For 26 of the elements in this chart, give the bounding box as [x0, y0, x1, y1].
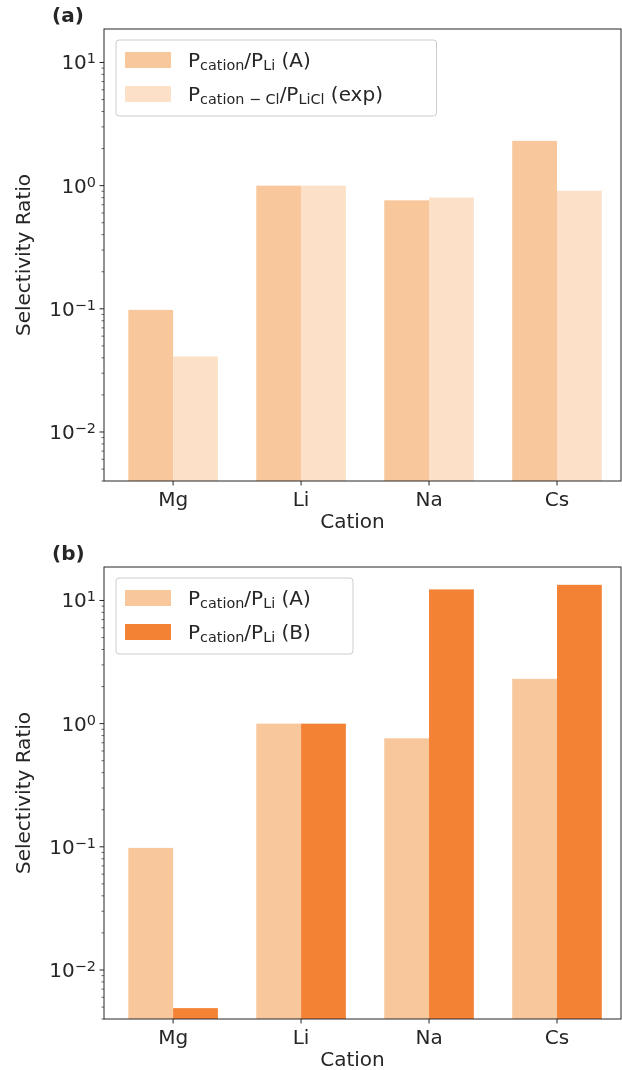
chart-title: (a): [52, 3, 84, 27]
y-tick-label: 10$^{0}$: [61, 173, 96, 198]
y-axis-title: Selectivity Ratio: [11, 711, 35, 875]
x-tick-label: Na: [415, 1025, 443, 1049]
x-tick-label: Mg: [158, 487, 189, 511]
x-tick-label: Cs: [544, 487, 570, 511]
x-tick-label: Li: [292, 1025, 310, 1049]
x-tick-label: Li: [292, 487, 310, 511]
y-tick-label: 10$^{−1}$: [49, 834, 96, 859]
legend-label: P$_{cation}$/P$_{Li}$ (B): [188, 620, 311, 646]
x-tick-label: Na: [415, 487, 443, 511]
chart-title: (b): [52, 541, 85, 565]
y-tick-label: 10$^{−2}$: [49, 419, 96, 444]
x-axis-title: Cation: [320, 1047, 385, 1070]
y-axis-title: Selectivity Ratio: [11, 173, 35, 337]
y-tick-label: 10$^{−2}$: [49, 957, 96, 982]
y-tick-label: 10$^{1}$: [61, 588, 96, 613]
legend-label: P$_{cation − Cl}$/P$_{LiCl}$ (exp): [188, 82, 383, 108]
y-tick-label: 10$^{1}$: [61, 50, 96, 75]
legend-label: P$_{cation}$/P$_{Li}$ (A): [188, 586, 311, 612]
legend-label: P$_{cation}$/P$_{Li}$ (A): [188, 48, 311, 74]
x-tick-label: Cs: [544, 1025, 570, 1049]
y-tick-label: 10$^{−1}$: [49, 296, 96, 321]
y-tick-label: 10$^{0}$: [61, 711, 96, 736]
x-tick-label: Mg: [158, 1025, 189, 1049]
x-axis-title: Cation: [320, 509, 385, 533]
